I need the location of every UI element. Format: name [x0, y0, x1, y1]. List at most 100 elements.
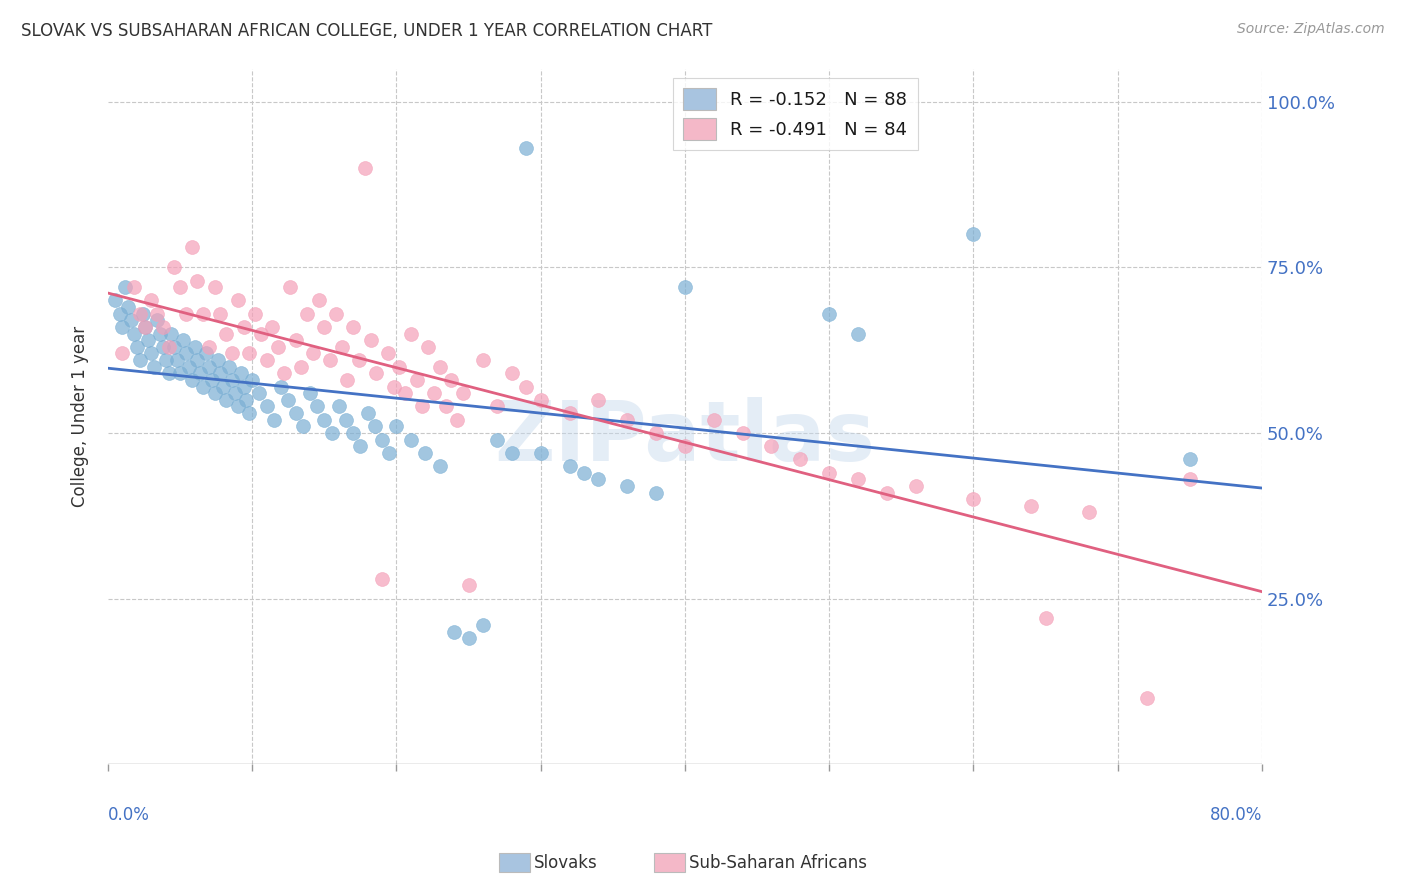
Text: 0.0%: 0.0% [108, 806, 150, 824]
Point [515, 379, 537, 393]
Point [249, 386, 271, 401]
Point [215, 392, 238, 407]
Point [405, 373, 427, 387]
Point [152, 340, 174, 354]
Point [146, 313, 169, 327]
Point [201, 373, 224, 387]
Point [232, 320, 254, 334]
Point [226, 400, 249, 414]
Point [215, 326, 238, 341]
Point [429, 459, 451, 474]
Point [673, 439, 696, 453]
Point [457, 578, 479, 592]
Point [394, 386, 416, 401]
Point [221, 373, 243, 387]
Point [558, 459, 581, 474]
Point [731, 425, 754, 440]
Point [193, 307, 215, 321]
Point [256, 353, 278, 368]
Point [399, 433, 422, 447]
Point [104, 293, 127, 308]
Point [962, 492, 984, 507]
Point [818, 307, 841, 321]
Point [382, 379, 405, 393]
Point [273, 367, 295, 381]
Point [262, 320, 284, 334]
Point [443, 624, 465, 639]
Point [411, 400, 433, 414]
Point [240, 373, 263, 387]
Point [789, 452, 811, 467]
Point [186, 274, 208, 288]
Point [114, 280, 136, 294]
Point [263, 413, 285, 427]
Point [193, 379, 215, 393]
Point [818, 466, 841, 480]
Point [501, 446, 523, 460]
Point [342, 425, 364, 440]
Point [645, 485, 668, 500]
Point [198, 340, 221, 354]
Point [530, 446, 553, 460]
Point [673, 280, 696, 294]
Point [155, 353, 177, 368]
Point [364, 419, 387, 434]
Point [371, 433, 394, 447]
Text: Slovaks: Slovaks [534, 854, 598, 871]
Point [195, 346, 218, 360]
Point [328, 400, 350, 414]
Point [141, 346, 163, 360]
Point [224, 386, 246, 401]
Point [335, 413, 357, 427]
Point [413, 446, 436, 460]
Point [198, 359, 221, 374]
Point [131, 307, 153, 321]
Point [157, 367, 180, 381]
Point [111, 346, 134, 360]
Point [235, 392, 257, 407]
Point [486, 400, 509, 414]
Point [349, 439, 371, 453]
Point [377, 346, 399, 360]
Point [160, 326, 183, 341]
Point [1035, 611, 1057, 625]
Point [256, 400, 278, 414]
Legend: R = -0.152   N = 88, R = -0.491   N = 84: R = -0.152 N = 88, R = -0.491 N = 84 [672, 78, 918, 151]
Point [423, 386, 446, 401]
Point [207, 353, 229, 368]
Point [169, 280, 191, 294]
Point [846, 326, 869, 341]
Point [501, 367, 523, 381]
Y-axis label: College, Under 1 year: College, Under 1 year [72, 326, 89, 507]
Point [291, 419, 314, 434]
Point [270, 379, 292, 393]
Point [703, 413, 725, 427]
Point [325, 307, 347, 321]
Text: 80.0%: 80.0% [1209, 806, 1263, 824]
Point [962, 227, 984, 242]
Point [472, 353, 495, 368]
Point [143, 359, 166, 374]
Point [388, 359, 411, 374]
Text: SLOVAK VS SUBSAHARAN AFRICAN COLLEGE, UNDER 1 YEAR CORRELATION CHART: SLOVAK VS SUBSAHARAN AFRICAN COLLEGE, UN… [21, 22, 713, 40]
Point [616, 413, 638, 427]
Point [277, 392, 299, 407]
Point [572, 466, 595, 480]
Point [149, 326, 172, 341]
Point [250, 326, 273, 341]
Point [360, 333, 382, 347]
Point [169, 367, 191, 381]
Text: ZIPatlas: ZIPatlas [495, 397, 876, 478]
Point [290, 359, 312, 374]
Point [134, 320, 156, 334]
Point [138, 333, 160, 347]
Point [238, 406, 260, 420]
Point [221, 346, 243, 360]
Point [284, 333, 307, 347]
Point [177, 359, 200, 374]
Point [342, 320, 364, 334]
Point [204, 386, 226, 401]
Point [122, 326, 145, 341]
Point [645, 425, 668, 440]
Point [1135, 691, 1157, 706]
